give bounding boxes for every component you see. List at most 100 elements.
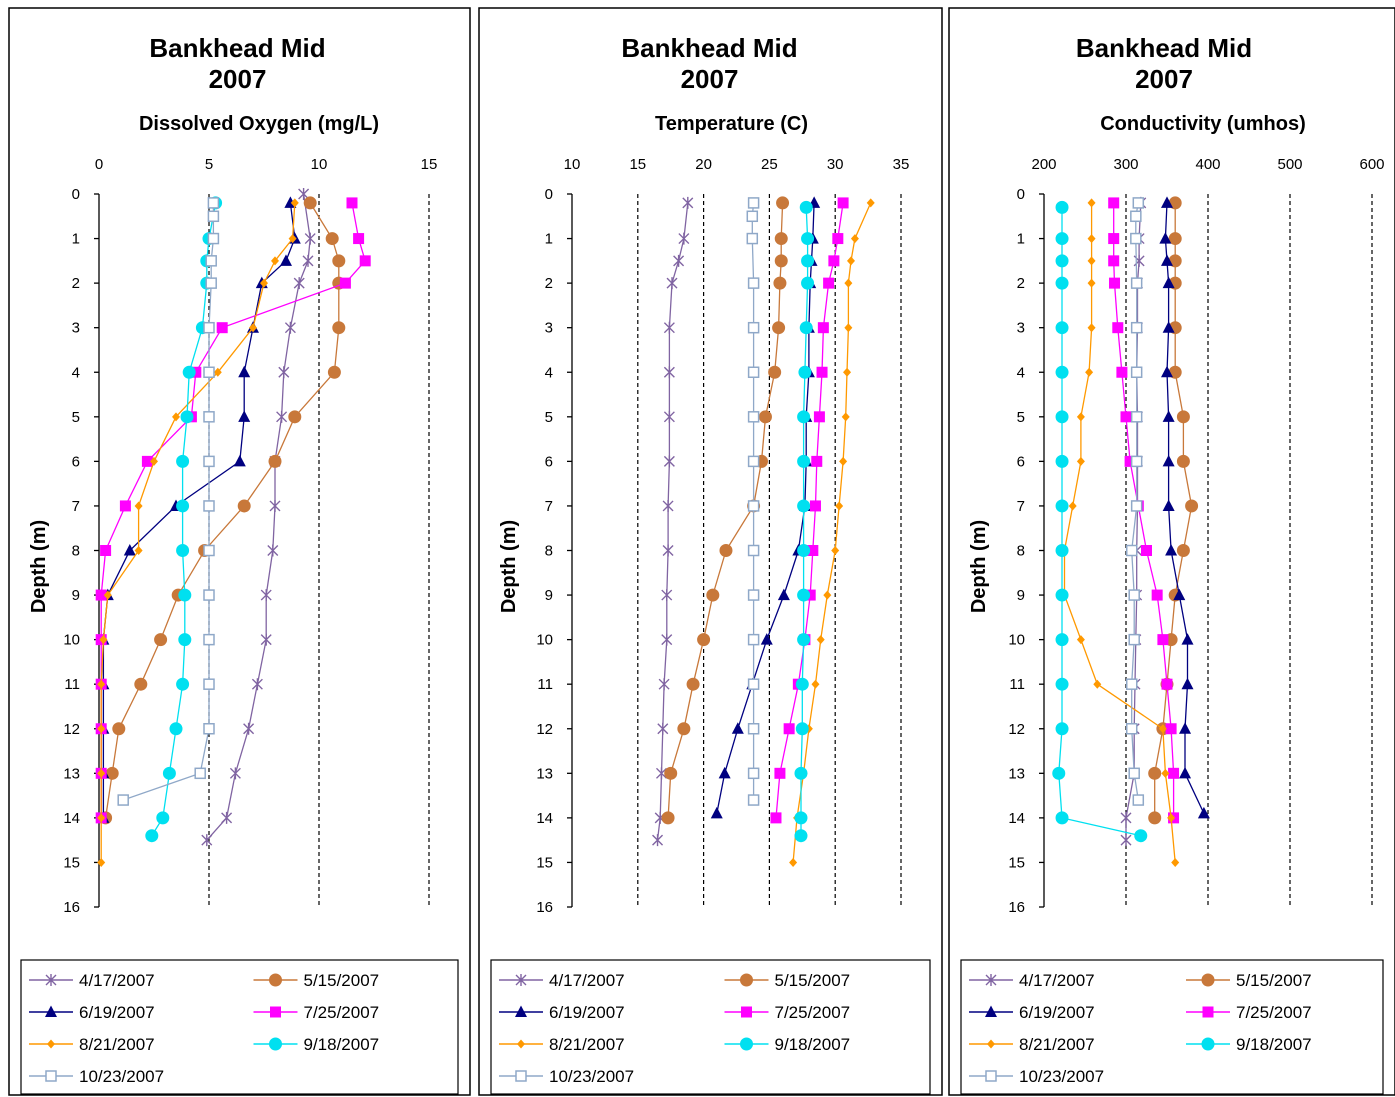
legend-label: 7/25/2007 [1236,1003,1312,1022]
data-point [697,633,711,647]
y-tick-label: 0 [545,186,553,203]
data-point [1161,365,1173,378]
data-point [663,455,675,468]
data-point [1128,767,1140,780]
y-tick-label: 16 [536,899,553,916]
legend: 4/17/2007 5/15/2007 6/19/2007 7/25/2007 8/21… [960,959,1384,1095]
y-tick-label: 11 [64,676,80,693]
legend-item: 4/17/2007 [29,971,155,990]
data-point [205,277,217,289]
legend-label: 8/21/2007 [549,1035,625,1054]
data-point [1130,366,1143,378]
data-point [276,410,288,423]
data-point [203,678,215,690]
data-point [156,811,170,825]
data-point [304,232,316,245]
data-point [303,196,317,210]
data-point [290,198,299,208]
legend-marker [985,1005,997,1017]
data-point [1055,365,1069,379]
chart-title: Bankhead Mid [621,33,797,63]
data-point [97,679,106,689]
data-point [238,365,251,378]
data-point [795,677,809,691]
y-tick-label: 8 [72,543,80,560]
data-point [1125,723,1138,735]
data-point [797,410,811,424]
data-point [1168,232,1182,246]
data-point [817,322,829,334]
data-point [1162,454,1175,467]
data-point [844,323,853,333]
data-point [1176,544,1190,557]
data-point [655,767,667,780]
data-point [249,323,257,333]
data-point [1130,500,1143,512]
data-point [783,723,795,735]
x-tick-label: 5 [205,156,213,173]
series-10-23-2007 [117,197,220,806]
x-tick-label: 10 [564,156,581,173]
legend-label: 5/15/2007 [1236,971,1312,990]
data-point [747,455,760,468]
data-point [1055,321,1069,335]
data-point [97,857,106,867]
data-point [706,588,720,602]
data-point [823,277,835,289]
x-axis-label: Temperature (C) [655,113,808,135]
data-point [1055,254,1069,268]
data-point [178,588,192,602]
data-point [1130,321,1143,334]
data-point [799,321,813,335]
data-point [1161,768,1170,778]
y-tick-label: 12 [1008,721,1025,738]
x-tick-label: 15 [629,156,646,173]
data-point [801,254,815,268]
data-point [657,722,669,735]
data-point [1162,499,1175,511]
y-tick-label: 6 [72,453,80,470]
data-point [789,857,798,867]
data-point [1173,588,1186,601]
data-point [1076,635,1085,645]
data-point [176,454,190,468]
data-point [1055,633,1069,647]
y-tick-label: 3 [72,320,80,337]
data-point [203,633,215,646]
y-axis-label: Depth (m) [28,520,50,613]
data-point [795,722,809,736]
y-tick-label: 14 [536,810,553,827]
data-point [1161,196,1173,208]
legend-item: 5/15/2007 [1186,971,1312,990]
data-point [828,255,840,267]
data-point [288,410,302,424]
data-point [203,589,215,601]
data-point [774,254,788,268]
legend-marker [515,1005,527,1017]
x-axis-label: Conductivity (umhos) [1100,113,1306,135]
data-point [1076,456,1085,466]
panel-frame [478,7,943,1096]
series-8-21-2007 [1060,198,1180,867]
data-point [1141,545,1152,556]
data-point [1087,278,1096,288]
legend-label: 5/15/2007 [304,971,380,990]
x-tick-label: 500 [1277,156,1302,173]
legend-marker [45,1070,57,1082]
legend-item: 10/23/2007 [29,1067,164,1086]
y-tick-label: 2 [545,275,553,292]
legend-label: 7/25/2007 [304,1003,380,1022]
data-point [1076,412,1085,422]
legend-label: 4/17/2007 [1019,971,1095,990]
y-tick-label: 12 [63,721,80,738]
y-tick-label: 4 [72,364,80,381]
legend-marker [269,1037,282,1051]
data-point [1130,455,1143,468]
data-point [801,232,815,246]
data-point [798,365,812,379]
legend-item: 7/25/2007 [1186,1003,1312,1022]
data-point [662,499,674,512]
chart-subtitle: 2007 [681,64,739,94]
series-line [1131,202,1139,801]
legend-item: 9/18/2007 [1186,1035,1312,1054]
